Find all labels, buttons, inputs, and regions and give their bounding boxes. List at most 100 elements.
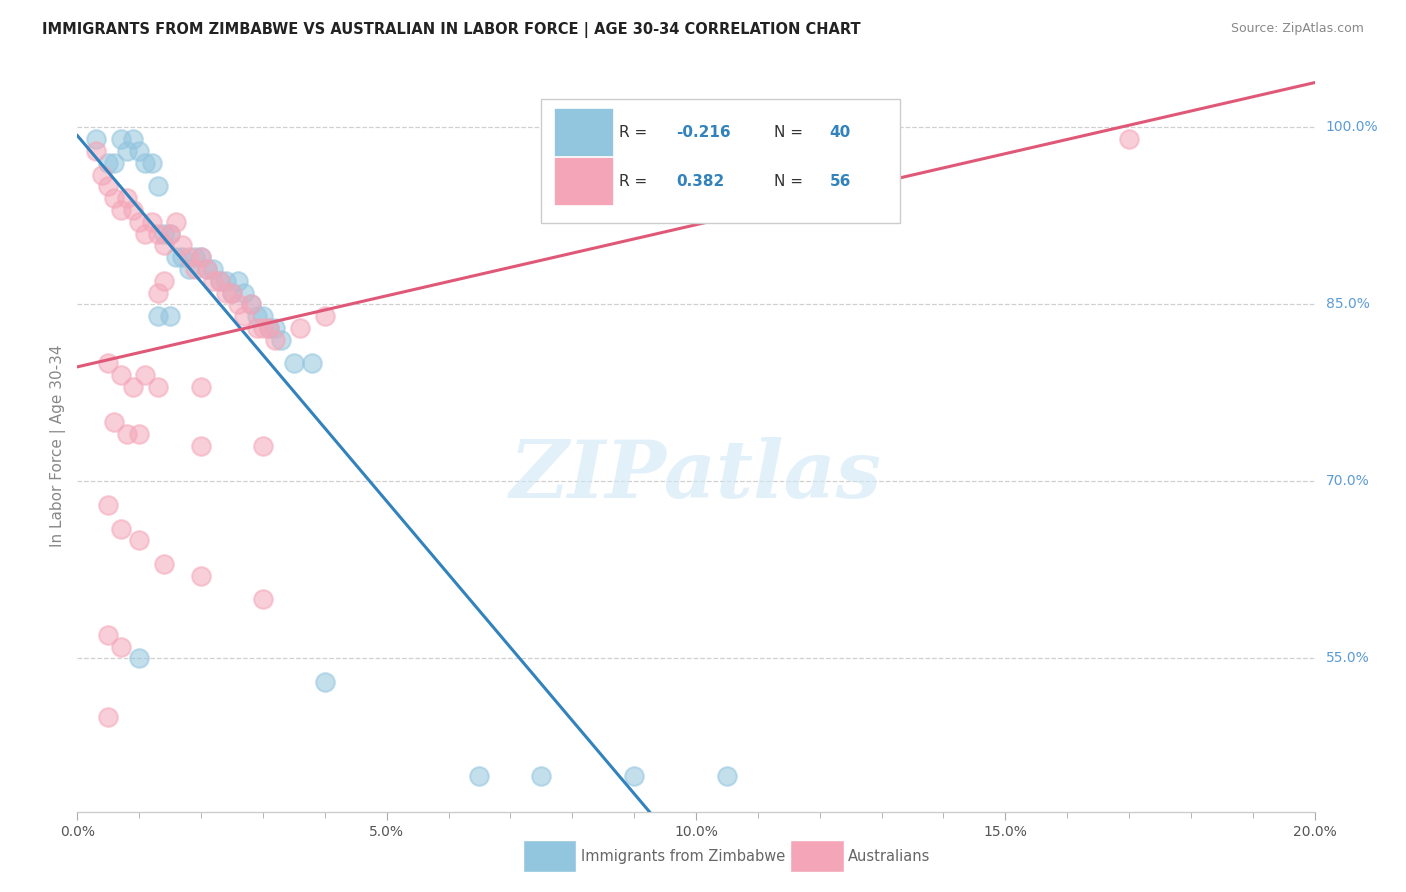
Point: [153, 238, 176, 252]
Text: Source: ZipAtlas.com: Source: ZipAtlas.com: [1230, 22, 1364, 36]
Point: [202, 274, 225, 288]
Point: [252, 321, 274, 335]
FancyBboxPatch shape: [541, 99, 900, 223]
Point: [1118, 132, 1140, 146]
Point: [115, 144, 138, 158]
Point: [208, 274, 231, 288]
Point: [97, 628, 120, 642]
Point: [190, 250, 212, 264]
Point: [468, 769, 491, 783]
Point: [165, 250, 187, 264]
Point: [301, 356, 323, 370]
Point: [122, 132, 145, 146]
Point: [128, 533, 150, 548]
Text: Australians: Australians: [848, 849, 931, 863]
Text: R =: R =: [619, 174, 652, 189]
Point: [165, 215, 187, 229]
Point: [97, 179, 120, 194]
Point: [97, 710, 120, 724]
Point: [110, 202, 132, 217]
Point: [97, 356, 120, 370]
Text: IMMIGRANTS FROM ZIMBABWE VS AUSTRALIAN IN LABOR FORCE | AGE 30-34 CORRELATION CH: IMMIGRANTS FROM ZIMBABWE VS AUSTRALIAN I…: [42, 22, 860, 38]
Point: [246, 321, 269, 335]
Point: [252, 592, 274, 607]
Point: [134, 227, 156, 241]
FancyBboxPatch shape: [554, 157, 613, 204]
Text: 40: 40: [830, 126, 851, 140]
Point: [115, 427, 138, 442]
Point: [233, 310, 256, 324]
Point: [172, 238, 194, 252]
Point: [110, 368, 132, 383]
Text: 85.0%: 85.0%: [1326, 297, 1369, 311]
Point: [153, 557, 176, 571]
Point: [103, 156, 125, 170]
Text: -0.216: -0.216: [676, 126, 731, 140]
Point: [159, 227, 181, 241]
Point: [134, 156, 156, 170]
Point: [195, 262, 218, 277]
Point: [141, 156, 163, 170]
Text: 100.0%: 100.0%: [1326, 120, 1378, 135]
Point: [184, 250, 207, 264]
Point: [122, 202, 145, 217]
Point: [314, 675, 336, 690]
Point: [221, 285, 243, 300]
Text: 0.382: 0.382: [676, 174, 724, 189]
Point: [103, 416, 125, 430]
Point: [208, 274, 231, 288]
Point: [233, 285, 256, 300]
Point: [172, 250, 194, 264]
Point: [246, 310, 269, 324]
Text: ZIPatlas: ZIPatlas: [510, 436, 882, 514]
Point: [122, 380, 145, 394]
Point: [110, 132, 132, 146]
Point: [159, 310, 181, 324]
Text: Immigrants from Zimbabwe: Immigrants from Zimbabwe: [581, 849, 785, 863]
Point: [153, 227, 176, 241]
Point: [146, 380, 169, 394]
Point: [115, 191, 138, 205]
Point: [257, 321, 280, 335]
Point: [314, 310, 336, 324]
Point: [134, 368, 156, 383]
Point: [177, 250, 200, 264]
Point: [215, 285, 238, 300]
Point: [128, 651, 150, 665]
Point: [226, 297, 249, 311]
Point: [264, 321, 287, 335]
Point: [270, 333, 292, 347]
Point: [91, 168, 114, 182]
Point: [239, 297, 262, 311]
Point: [141, 215, 163, 229]
Point: [177, 262, 200, 277]
Point: [288, 321, 311, 335]
Point: [195, 262, 218, 277]
Point: [239, 297, 262, 311]
Point: [128, 144, 150, 158]
Point: [202, 262, 225, 277]
Point: [159, 227, 181, 241]
FancyBboxPatch shape: [554, 108, 613, 155]
Text: R =: R =: [619, 126, 652, 140]
Point: [252, 439, 274, 453]
Point: [146, 310, 169, 324]
Point: [685, 156, 707, 170]
Point: [257, 321, 280, 335]
Point: [103, 191, 125, 205]
Text: 70.0%: 70.0%: [1326, 475, 1369, 489]
Point: [190, 568, 212, 582]
Point: [716, 769, 738, 783]
Point: [110, 522, 132, 536]
Point: [190, 380, 212, 394]
Point: [97, 498, 120, 512]
Point: [84, 144, 107, 158]
Point: [184, 262, 207, 277]
Point: [128, 427, 150, 442]
Point: [283, 356, 305, 370]
Point: [128, 215, 150, 229]
Point: [190, 439, 212, 453]
Point: [153, 274, 176, 288]
Y-axis label: In Labor Force | Age 30-34: In Labor Force | Age 30-34: [51, 344, 66, 548]
Point: [252, 310, 274, 324]
